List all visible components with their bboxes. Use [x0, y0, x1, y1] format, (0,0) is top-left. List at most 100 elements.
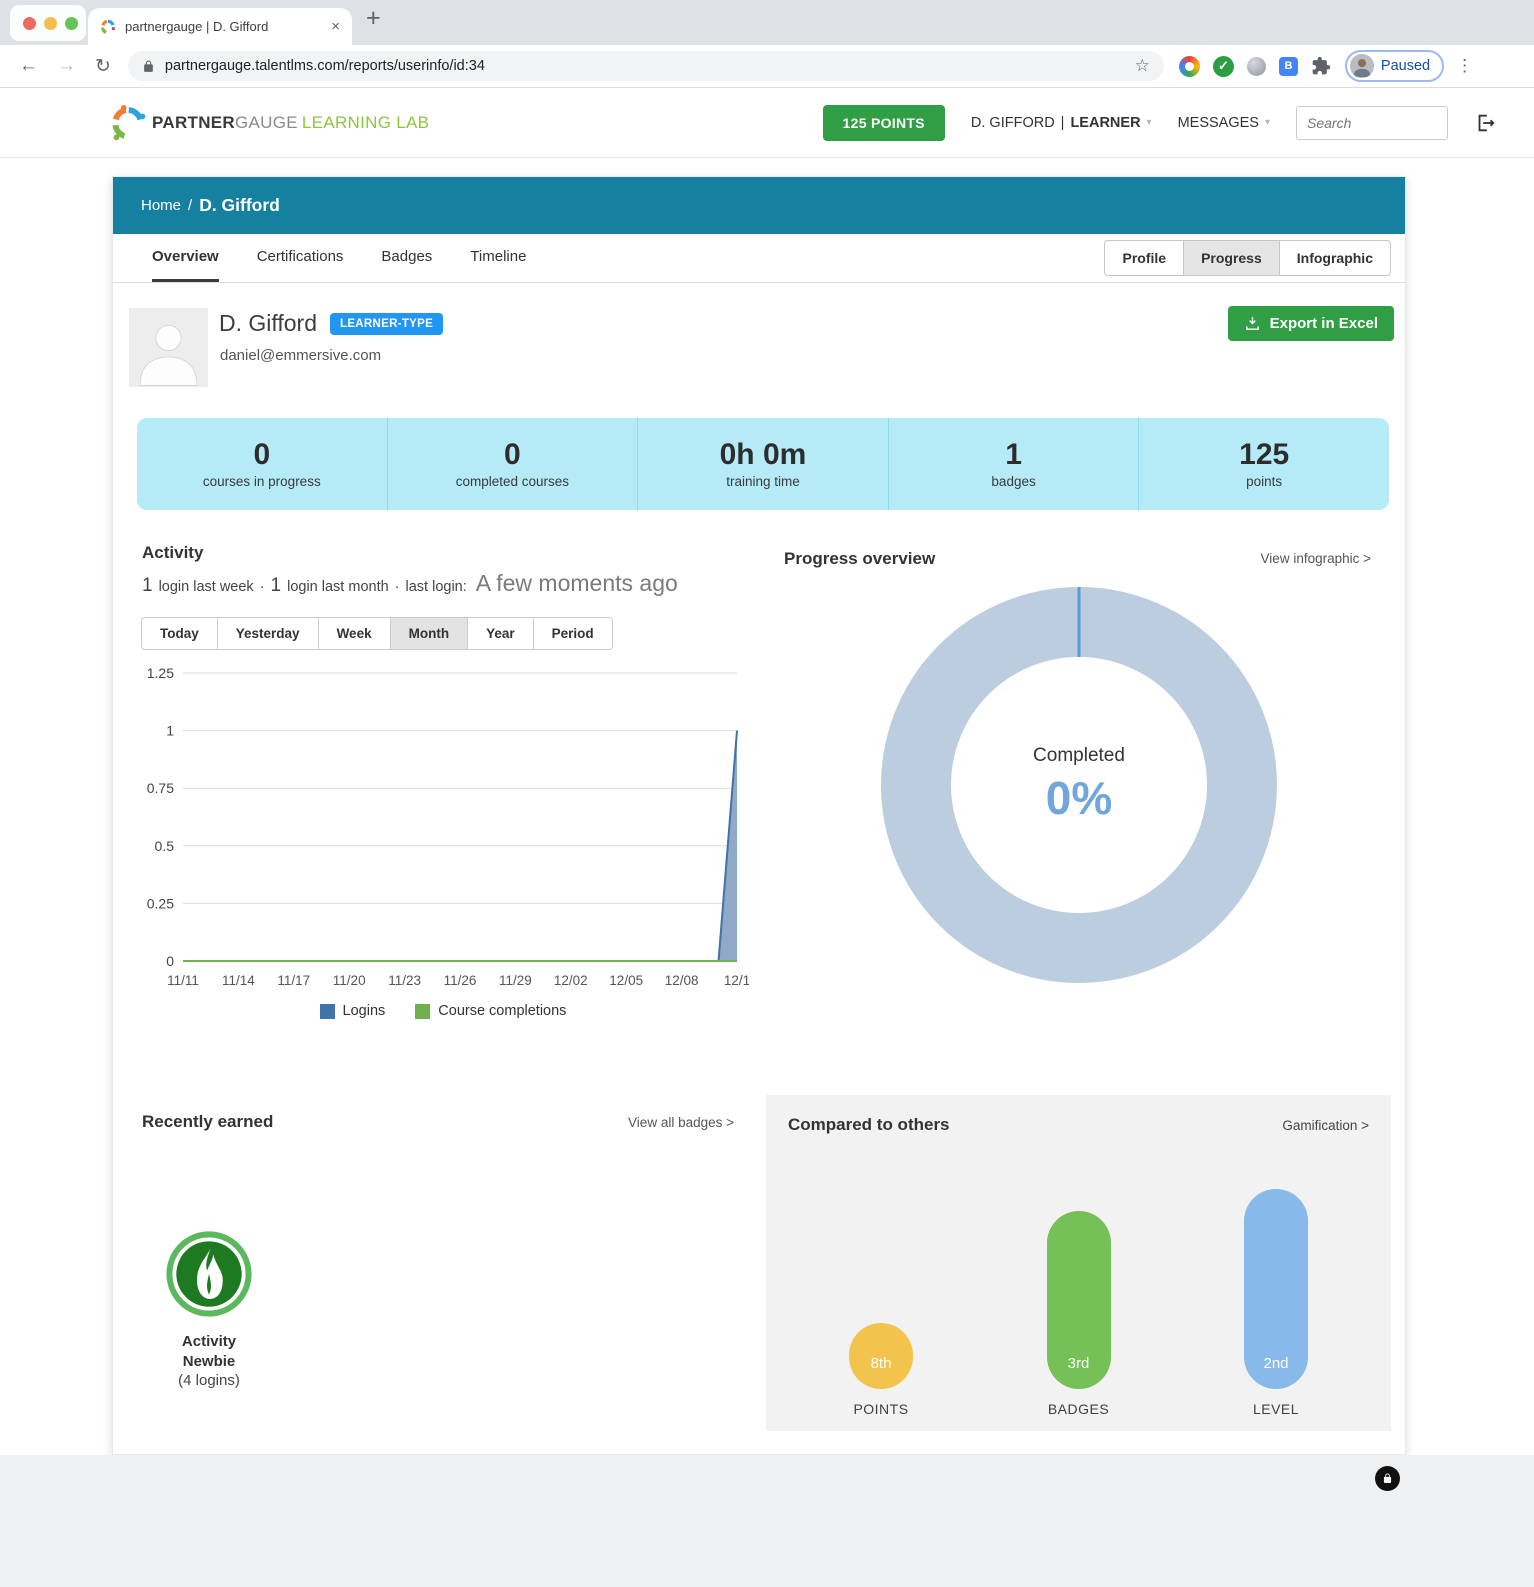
activity-title: Activity: [142, 543, 204, 562]
messages-menu[interactable]: MESSAGES ▾: [1178, 115, 1270, 131]
points-button[interactable]: 125 POINTS: [822, 104, 945, 141]
compared-to-others-panel: Compared to others Gamification > 8th PO…: [766, 1095, 1391, 1431]
extensions-puzzle-icon[interactable]: [1311, 56, 1331, 76]
logo-swirl-icon: [112, 104, 146, 140]
page-footer: [0, 1455, 1534, 1587]
browser-tab-strip: partnergauge | D. Gifford × +: [0, 0, 1534, 45]
stats-bar: 0 courses in progress 0 completed courses …: [137, 418, 1389, 510]
gamification-link[interactable]: Gamification >: [1282, 1118, 1369, 1133]
url-text: partnergauge.talentlms.com/reports/useri…: [164, 58, 485, 74]
svg-text:0.75: 0.75: [147, 780, 174, 796]
chevron-down-icon: ▾: [1146, 117, 1152, 128]
window-close-button[interactable]: [23, 16, 36, 30]
svg-text:11/29: 11/29: [499, 973, 532, 988]
svg-text:11/23: 11/23: [388, 973, 421, 988]
tab-title: partnergauge | D. Gifford: [125, 19, 269, 34]
progress-view-button[interactable]: Progress: [1183, 240, 1280, 276]
user-email: daniel@emmersive.com: [220, 347, 382, 364]
export-excel-button[interactable]: Export in Excel: [1227, 306, 1394, 341]
period-week[interactable]: Week: [317, 617, 391, 650]
badge-label: Activity Newbie (4 logins): [178, 1333, 240, 1389]
level-category-label: LEVEL: [1252, 1401, 1300, 1417]
bookmark-star-icon[interactable]: ☆: [1134, 56, 1150, 75]
messages-label: MESSAGES: [1177, 114, 1259, 131]
period-selector: Today Yesterday Week Month Year Period: [141, 617, 613, 650]
view-all-badges-link[interactable]: View all badges >: [628, 1115, 734, 1130]
points-bar: 8th: [849, 1323, 913, 1389]
browser-menu-icon[interactable]: ⋮: [1456, 56, 1475, 75]
tag-extension-icon[interactable]: B: [1278, 56, 1298, 76]
svg-text:1.25: 1.25: [147, 665, 174, 681]
svg-text:12/08: 12/08: [665, 973, 699, 988]
browser-avatar: [1349, 54, 1374, 78]
svg-text:12/05: 12/05: [609, 973, 643, 988]
tab-close-icon[interactable]: ×: [331, 18, 340, 35]
site-header: PARTNERGAUGE LEARNING LAB 125 POINTS D. G…: [0, 88, 1534, 158]
new-tab-button[interactable]: +: [366, 4, 381, 32]
profile-paused-label: Paused: [1380, 58, 1431, 74]
reload-icon[interactable]: ↻: [95, 55, 111, 77]
lock-icon: [1383, 1473, 1392, 1483]
user-menu-separator: |: [1060, 114, 1065, 131]
chevron-down-icon: ▾: [1264, 117, 1270, 128]
logins-swatch: [319, 1003, 335, 1019]
tab-timeline[interactable]: Timeline: [470, 248, 527, 265]
accessibility-lock-widget[interactable]: [1375, 1466, 1400, 1491]
window-zoom-button[interactable]: [65, 16, 78, 30]
compared-title: Compared to others: [788, 1115, 950, 1134]
points-rank: 8th: [870, 1355, 892, 1372]
gray-extension-icon[interactable]: [1246, 56, 1266, 76]
password-manager-extension-icon[interactable]: [1178, 55, 1200, 77]
chart-legend: Logins Course completions: [137, 1003, 749, 1019]
compare-badges-column: 3rd BADGES: [1019, 1211, 1139, 1417]
logout-icon[interactable]: [1474, 112, 1496, 134]
breadcrumb-home-link[interactable]: Home: [141, 197, 182, 214]
user-avatar: [129, 308, 208, 387]
period-month[interactable]: Month: [389, 617, 469, 650]
view-infographic-link[interactable]: View infographic >: [1260, 551, 1371, 566]
search-input[interactable]: [1296, 105, 1448, 140]
donut-center-label: Completed: [1033, 745, 1125, 766]
svg-text:0.5: 0.5: [155, 838, 175, 854]
donut-center-value: 0%: [1045, 772, 1113, 824]
window-minimize-button[interactable]: [44, 16, 57, 30]
download-icon: [1245, 317, 1259, 330]
browser-tab[interactable]: partnergauge | D. Gifford ×: [88, 8, 352, 45]
stat-badges: 1 badges: [889, 418, 1140, 510]
breadcrumb: Home / D. Gifford: [113, 177, 1405, 234]
svg-text:11/20: 11/20: [333, 973, 366, 988]
breadcrumb-separator: /: [188, 197, 193, 214]
lock-icon: [144, 60, 153, 72]
compare-points-column: 8th POINTS: [821, 1323, 941, 1417]
extension-icons: ✓ B: [1178, 55, 1331, 77]
user-display-name: D. Gifford: [219, 310, 317, 336]
svg-text:1: 1: [166, 723, 174, 739]
svg-text:12/02: 12/02: [554, 973, 588, 988]
report-tabs: Overview Certifications Badges Timeline …: [113, 234, 1405, 283]
user-menu[interactable]: D. GIFFORD | LEARNER ▾: [971, 115, 1152, 131]
browser-profile-button[interactable]: Paused: [1344, 50, 1445, 82]
address-bar[interactable]: partnergauge.talentlms.com/reports/useri…: [127, 51, 1164, 81]
svg-text:11/17: 11/17: [277, 973, 310, 988]
svg-text:12/1: 12/1: [724, 973, 749, 988]
site-logo[interactable]: PARTNERGAUGE LEARNING LAB: [110, 104, 430, 141]
period-period[interactable]: Period: [532, 617, 613, 650]
forward-icon[interactable]: →: [57, 55, 76, 76]
check-extension-icon[interactable]: ✓: [1212, 55, 1234, 77]
back-icon[interactable]: ←: [19, 55, 38, 76]
period-yesterday[interactable]: Yesterday: [216, 617, 319, 650]
logo-text: PARTNERGAUGE LEARNING LAB: [152, 112, 430, 132]
infographic-view-button[interactable]: Infographic: [1278, 240, 1391, 276]
activity-newbie-badge: [166, 1231, 252, 1317]
period-today[interactable]: Today: [141, 617, 218, 650]
period-year[interactable]: Year: [467, 617, 534, 650]
progress-title: Progress overview: [784, 549, 936, 568]
profile-view-button[interactable]: Profile: [1104, 240, 1185, 276]
tab-certifications[interactable]: Certifications: [256, 248, 344, 265]
svg-text:11/11: 11/11: [167, 973, 199, 988]
tab-overview[interactable]: Overview: [152, 234, 219, 282]
flame-icon: [196, 1248, 223, 1299]
tab-badges[interactable]: Badges: [381, 248, 433, 265]
completions-swatch: [415, 1003, 431, 1019]
level-bar: 2nd: [1244, 1189, 1308, 1389]
